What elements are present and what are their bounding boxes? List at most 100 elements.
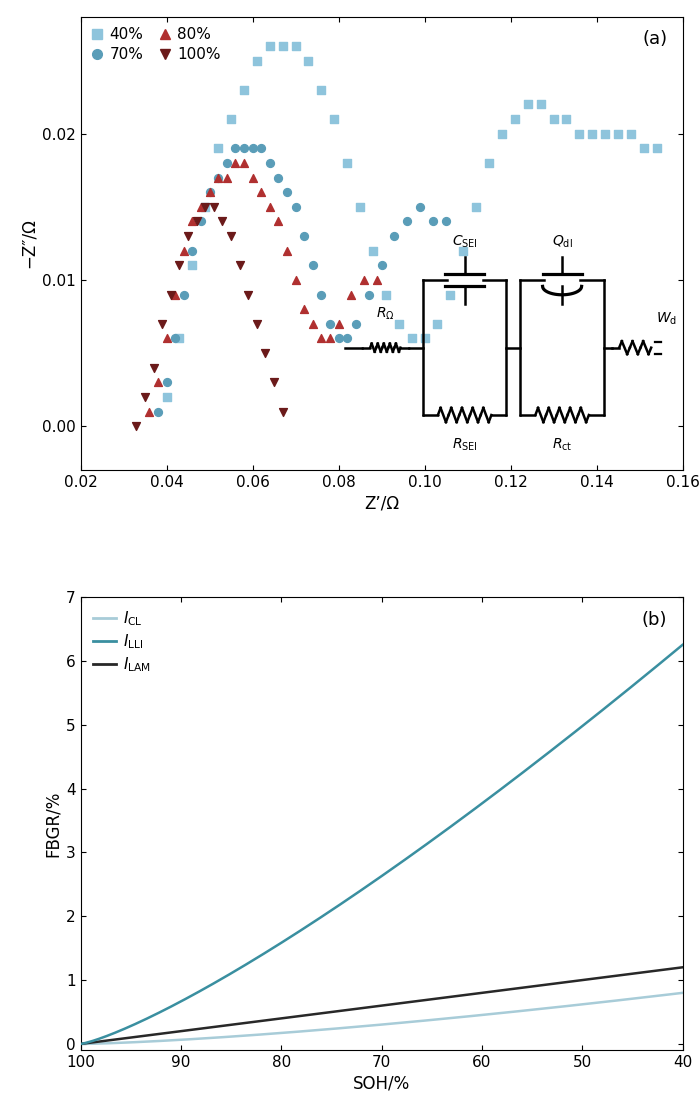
Point xyxy=(307,256,318,274)
Point xyxy=(333,314,344,332)
X-axis label: SOH/%: SOH/% xyxy=(353,1075,410,1093)
Point xyxy=(393,314,405,332)
Point xyxy=(372,271,383,289)
Point xyxy=(535,96,546,114)
Point xyxy=(264,154,275,172)
Point xyxy=(247,168,258,186)
Point xyxy=(509,110,520,128)
Point xyxy=(153,374,164,391)
Point xyxy=(470,198,482,216)
Point xyxy=(139,388,150,406)
Point xyxy=(234,256,245,274)
Point xyxy=(612,125,624,143)
Point xyxy=(358,271,370,289)
Legend: $I_\mathrm{CL}$, $I_\mathrm{LLI}$, $I_\mathrm{LAM}$: $I_\mathrm{CL}$, $I_\mathrm{LLI}$, $I_\m… xyxy=(88,604,155,679)
Point xyxy=(183,227,194,245)
Point xyxy=(165,285,176,303)
Point xyxy=(638,139,650,157)
Point xyxy=(376,256,387,274)
Point xyxy=(406,330,417,348)
Point xyxy=(204,183,215,201)
Point xyxy=(444,285,456,303)
Point xyxy=(342,330,353,348)
Point xyxy=(290,271,301,289)
Point xyxy=(148,359,159,377)
Point xyxy=(260,345,271,362)
Point xyxy=(342,154,353,172)
Point xyxy=(208,198,219,216)
Point xyxy=(178,285,189,303)
Point xyxy=(281,183,293,201)
Y-axis label: FBGR/%: FBGR/% xyxy=(43,791,62,856)
Point xyxy=(298,300,309,318)
Point xyxy=(281,242,293,260)
Point xyxy=(256,183,267,201)
Point xyxy=(346,285,357,303)
Point xyxy=(230,139,241,157)
Point xyxy=(256,139,267,157)
X-axis label: Z’/Ω: Z’/Ω xyxy=(364,494,399,512)
Point xyxy=(221,154,232,172)
Point xyxy=(238,81,249,99)
Point xyxy=(277,403,288,420)
Point xyxy=(548,110,559,128)
Point xyxy=(247,139,258,157)
Point xyxy=(574,125,585,143)
Point xyxy=(268,374,279,391)
Point xyxy=(290,37,301,55)
Point xyxy=(368,242,379,260)
Point xyxy=(157,314,168,332)
Point xyxy=(264,37,275,55)
Point xyxy=(484,154,495,172)
Point xyxy=(561,110,572,128)
Point xyxy=(440,213,452,231)
Legend: 40%, 70%, 80%, 100%: 40%, 70%, 80%, 100% xyxy=(88,25,223,65)
Text: (a): (a) xyxy=(643,30,667,48)
Point xyxy=(225,110,237,128)
Point xyxy=(290,198,301,216)
Point xyxy=(161,330,172,348)
Point xyxy=(225,227,237,245)
Point xyxy=(316,285,327,303)
Point xyxy=(324,330,335,348)
Point xyxy=(217,213,228,231)
Point xyxy=(169,330,181,348)
Point xyxy=(174,256,185,274)
Point xyxy=(264,198,275,216)
Point xyxy=(307,314,318,332)
Y-axis label: −Z″/Ω: −Z″/Ω xyxy=(20,219,38,269)
Point xyxy=(238,139,249,157)
Point xyxy=(587,125,598,143)
Point xyxy=(199,198,211,216)
Point xyxy=(414,198,426,216)
Point xyxy=(324,314,335,332)
Point xyxy=(161,374,172,391)
Point xyxy=(153,403,164,420)
Point xyxy=(277,37,288,55)
Point xyxy=(522,96,533,114)
Point xyxy=(213,168,224,186)
Point xyxy=(496,125,507,143)
Point xyxy=(195,198,206,216)
Point xyxy=(316,81,327,99)
Point xyxy=(625,125,636,143)
Point xyxy=(298,227,309,245)
Point xyxy=(273,213,284,231)
Point xyxy=(174,330,185,348)
Point xyxy=(303,51,314,69)
Point xyxy=(191,213,202,231)
Point xyxy=(599,125,610,143)
Point xyxy=(389,227,400,245)
Point xyxy=(238,154,249,172)
Point xyxy=(316,330,327,348)
Point xyxy=(131,417,142,435)
Point xyxy=(432,314,443,332)
Point xyxy=(651,139,662,157)
Point xyxy=(213,168,224,186)
Point xyxy=(333,330,344,348)
Point xyxy=(199,198,211,216)
Point xyxy=(328,110,339,128)
Point xyxy=(363,285,374,303)
Point xyxy=(178,242,189,260)
Point xyxy=(402,213,413,231)
